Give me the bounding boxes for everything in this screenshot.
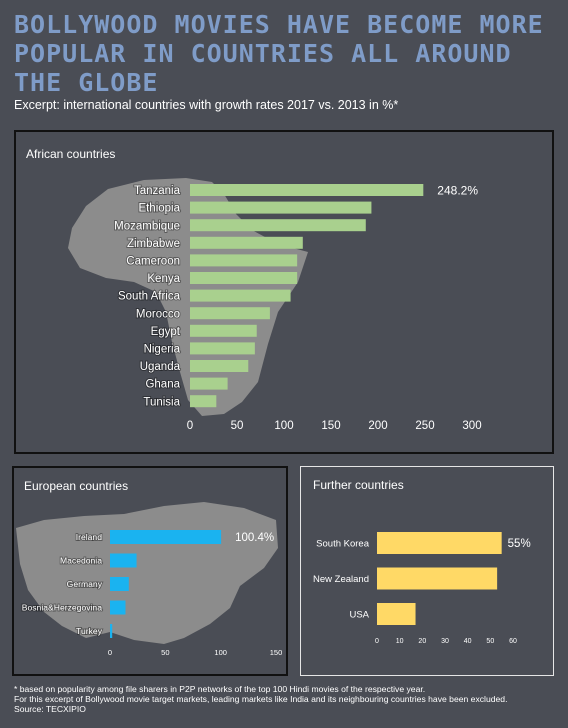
data-label-ireland: 100.4% xyxy=(235,532,274,544)
category-label-zimbabwe: Zimbabwe xyxy=(127,238,180,250)
category-label-germany: Germany xyxy=(67,579,103,589)
category-label-macedonia: Macedonia xyxy=(60,556,102,566)
bar-cameroon xyxy=(190,254,298,267)
x-tick-label-150: 150 xyxy=(321,420,340,432)
category-label-tunisia: Tunisia xyxy=(143,396,180,408)
bar-tanzania xyxy=(190,184,424,196)
european-countries-panel: European countries Ireland 100.4% Macedoni… xyxy=(12,466,288,676)
x-tick-label-100: 100 xyxy=(274,420,293,432)
x-tick-label-50: 50 xyxy=(231,420,244,432)
category-label-usa: USA xyxy=(349,609,369,620)
category-label-kenya: Kenya xyxy=(147,273,180,285)
bar-turkey xyxy=(110,624,113,638)
x-tick-label-60: 60 xyxy=(509,638,517,645)
bar-usa xyxy=(377,603,416,625)
bar-tunisia xyxy=(190,395,217,408)
footnote-line-2: For this excerpt of Bollywood movie targ… xyxy=(14,694,508,704)
further-chart: South Korea 55% New Zealand USA 0 10 20 30 40 50 6… xyxy=(313,532,531,645)
bar-macedonia xyxy=(110,553,137,568)
european-panel-title: European countries xyxy=(24,479,129,493)
bar-zimbabwe xyxy=(190,236,303,249)
bar-morocco xyxy=(190,307,270,320)
x-tick-label-150: 150 xyxy=(270,648,283,657)
data-label-south-korea: 55% xyxy=(508,538,531,550)
category-label-uganda: Uganda xyxy=(140,361,181,373)
category-label-nigeria: Nigeria xyxy=(144,344,181,356)
category-label-mozambique: Mozambique xyxy=(114,220,180,232)
x-tick-label-30: 30 xyxy=(441,638,449,645)
europe-map-silhouette xyxy=(16,502,278,644)
further-countries-panel: Further countries South Korea 55% New Zeal… xyxy=(300,466,554,676)
category-label-ireland: Ireland xyxy=(76,532,102,542)
x-tick-label-20: 20 xyxy=(418,638,426,645)
bar-ghana xyxy=(190,377,228,390)
x-tick-label-300: 300 xyxy=(462,420,481,432)
category-label-cameroon: Cameroon xyxy=(126,256,180,268)
bar-mozambique xyxy=(190,219,366,232)
x-tick-label-50: 50 xyxy=(161,648,169,657)
category-label-ethiopia: Ethiopia xyxy=(138,203,180,215)
category-label-turkey: Turkey xyxy=(76,626,103,636)
bar-egypt xyxy=(190,324,257,337)
footnote-source: Source: TECXIPIO xyxy=(14,704,86,714)
african-chart: Tanzania 248.2% Ethiopia Mozambique Zimbabwe… xyxy=(68,178,482,432)
page-title: BOLLYWOOD MOVIES HAVE BECOME MORE POPULA… xyxy=(14,10,544,97)
x-tick-label-0: 0 xyxy=(108,648,112,657)
x-tick-label-250: 250 xyxy=(415,420,434,432)
category-label-south-africa: South Africa xyxy=(118,291,181,303)
category-label-south-korea: South Korea xyxy=(316,538,370,549)
bar-ireland xyxy=(110,530,222,544)
bar-bosnia-herzegovina xyxy=(110,600,126,615)
x-tick-label-0: 0 xyxy=(375,638,379,645)
african-panel-title: African countries xyxy=(26,147,116,161)
x-tick-label-200: 200 xyxy=(368,420,387,432)
x-tick-label-40: 40 xyxy=(464,638,472,645)
category-label-egypt: Egypt xyxy=(151,326,181,338)
african-countries-panel: African countries Tanzania 248.2% Ethiopia… xyxy=(14,130,554,454)
bar-ethiopia xyxy=(190,201,372,214)
further-panel-title: Further countries xyxy=(313,478,404,492)
x-tick-label-10: 10 xyxy=(396,638,404,645)
category-label-bosnia-herzegovina: Bosnia&Herzegovina xyxy=(22,603,102,613)
footnote-line-1: * based on popularity among file sharers… xyxy=(14,684,426,694)
category-label-morocco: Morocco xyxy=(136,308,180,320)
x-tick-label-50: 50 xyxy=(486,638,494,645)
category-label-new-zealand: New Zealand xyxy=(313,574,369,585)
bar-new-zealand xyxy=(377,567,498,590)
footnote: * based on popularity among file sharers… xyxy=(14,684,554,714)
european-chart: Ireland 100.4% Macedonia Germany Bosnia&Herz… xyxy=(16,502,283,657)
page-subtitle: Excerpt: international countries with gr… xyxy=(14,98,399,112)
category-label-ghana: Ghana xyxy=(145,379,180,391)
bar-south-africa xyxy=(190,289,291,302)
bar-uganda xyxy=(190,360,249,372)
bar-nigeria xyxy=(190,342,255,355)
category-label-tanzania: Tanzania xyxy=(134,185,181,197)
bar-south-korea xyxy=(377,532,502,554)
data-label-tanzania: 248.2% xyxy=(437,183,478,197)
bar-germany xyxy=(110,577,129,591)
bar-kenya xyxy=(190,272,298,284)
x-tick-label-0: 0 xyxy=(187,420,193,432)
x-tick-label-100: 100 xyxy=(214,648,227,657)
